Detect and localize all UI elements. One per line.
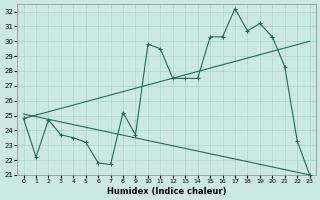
X-axis label: Humidex (Indice chaleur): Humidex (Indice chaleur) — [107, 187, 226, 196]
